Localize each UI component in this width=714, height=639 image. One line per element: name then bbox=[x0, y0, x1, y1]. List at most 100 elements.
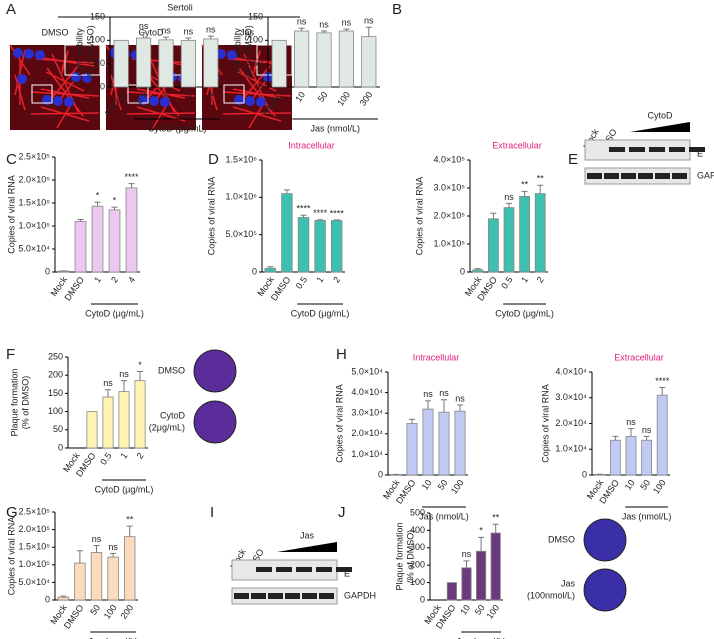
significance: ns bbox=[103, 378, 113, 388]
significance: ** bbox=[126, 514, 134, 524]
x-tick-label: 2 bbox=[331, 275, 342, 285]
bar bbox=[90, 552, 103, 601]
band bbox=[629, 147, 645, 152]
group-label: Jas (nmol/L) bbox=[88, 636, 138, 639]
y-tick-label: 0 bbox=[45, 266, 50, 276]
x-tick-label: 2 bbox=[109, 275, 120, 285]
fiber bbox=[126, 91, 196, 97]
error-bar bbox=[94, 201, 101, 207]
y-axis-label: Copies of viral RNA bbox=[334, 384, 344, 463]
y-tick-label: 1.5×10⁵ bbox=[18, 542, 50, 552]
y-axis-label: (% of DMSO) bbox=[85, 25, 95, 79]
x-tick-label: 10 bbox=[458, 603, 472, 617]
plaque-well bbox=[583, 518, 627, 562]
y-tick-label: 150 bbox=[48, 388, 63, 398]
x-tick-label: 10 bbox=[420, 478, 434, 492]
significance: ** bbox=[537, 174, 545, 184]
fiber bbox=[222, 91, 292, 97]
nucleus bbox=[13, 48, 23, 58]
bar bbox=[446, 582, 457, 601]
bar bbox=[136, 37, 152, 88]
error-bar bbox=[300, 214, 307, 218]
band bbox=[669, 147, 685, 152]
bar bbox=[519, 195, 530, 273]
y-axis-label: (% of DMSO) bbox=[243, 25, 253, 79]
treatment-label: Jas bbox=[300, 530, 315, 540]
band bbox=[689, 147, 705, 152]
significance: ns bbox=[439, 388, 449, 398]
y-tick-label: 2.0×10⁵ bbox=[18, 524, 50, 534]
y-tick-label: 50 bbox=[253, 58, 263, 68]
bar bbox=[316, 32, 332, 88]
y-tick-label: 1.0×10⁵ bbox=[433, 238, 465, 248]
fiber bbox=[14, 49, 26, 96]
band bbox=[609, 147, 625, 152]
nucleus bbox=[216, 49, 226, 59]
bar bbox=[406, 423, 418, 476]
significance: ns bbox=[206, 25, 216, 35]
y-tick-label: 3.0×10⁴ bbox=[555, 392, 587, 402]
group-label: Jas (nmol/L) bbox=[622, 511, 672, 521]
y-tick-label: 300 bbox=[410, 542, 425, 552]
nucleus bbox=[149, 96, 159, 106]
bar bbox=[271, 39, 287, 88]
y-tick-label: 4.0×10⁴ bbox=[351, 387, 383, 397]
band bbox=[672, 173, 687, 179]
y-tick-label: 100 bbox=[48, 406, 63, 416]
bar bbox=[91, 205, 104, 273]
y-tick-label: 3.0×10⁴ bbox=[351, 408, 383, 418]
panel-label: A bbox=[6, 1, 16, 18]
group-label: CytoD (μg/mL) bbox=[95, 484, 154, 494]
error-bar bbox=[60, 595, 67, 598]
group-label: Jas (nmol/L) bbox=[310, 123, 360, 133]
significance: **** bbox=[313, 208, 328, 218]
header: Sertoli bbox=[167, 2, 193, 12]
significance: ns bbox=[364, 16, 374, 26]
x-tick-label: 1 bbox=[161, 90, 172, 100]
x-tick-label: 100 bbox=[335, 90, 352, 108]
significance: ns bbox=[642, 425, 652, 435]
y-tick-label: 4.0×10⁴ bbox=[555, 366, 587, 376]
roi bbox=[223, 84, 245, 104]
x-tick-label: 50 bbox=[473, 603, 487, 617]
panel-label: B bbox=[392, 1, 402, 18]
significance: ns bbox=[626, 417, 636, 427]
bar bbox=[74, 220, 87, 273]
bar bbox=[422, 408, 434, 476]
significance: * bbox=[138, 360, 142, 370]
band bbox=[251, 593, 266, 599]
condition-label: DMSO bbox=[42, 27, 69, 37]
wedge bbox=[277, 542, 337, 552]
x-tick-label: 4 bbox=[126, 275, 137, 285]
error-bar bbox=[463, 560, 470, 568]
y-tick-label: 0 bbox=[258, 81, 263, 91]
plaque-well bbox=[193, 349, 237, 393]
bar bbox=[203, 38, 219, 88]
band bbox=[638, 173, 653, 179]
x-tick-label: 0.5 bbox=[294, 275, 309, 291]
error-bar bbox=[317, 219, 324, 221]
error-bar bbox=[267, 266, 274, 269]
error-bar bbox=[105, 389, 111, 398]
significance: ns bbox=[139, 21, 149, 31]
bar bbox=[338, 30, 354, 88]
bar bbox=[57, 596, 70, 601]
significance: ** bbox=[521, 180, 529, 190]
y-tick-label: 1.0×10⁵ bbox=[18, 220, 50, 230]
significance: ns bbox=[92, 534, 102, 544]
y-tick-label: 5.0×10⁴ bbox=[18, 577, 50, 587]
significance: ns bbox=[119, 369, 129, 379]
significance: ns bbox=[342, 18, 352, 28]
error-bar bbox=[321, 30, 327, 33]
error-bar bbox=[137, 371, 143, 381]
x-tick-label: 300 bbox=[358, 90, 375, 108]
error-bar bbox=[207, 35, 214, 39]
significance: ns bbox=[297, 17, 307, 27]
bar bbox=[113, 39, 129, 88]
error-bar bbox=[128, 183, 135, 188]
y-tick-label: 0 bbox=[460, 266, 465, 276]
y-tick-label: 1.5×10⁵ bbox=[18, 197, 50, 207]
y-tick-label: 100 bbox=[248, 35, 263, 45]
panel-label: G bbox=[6, 504, 18, 521]
